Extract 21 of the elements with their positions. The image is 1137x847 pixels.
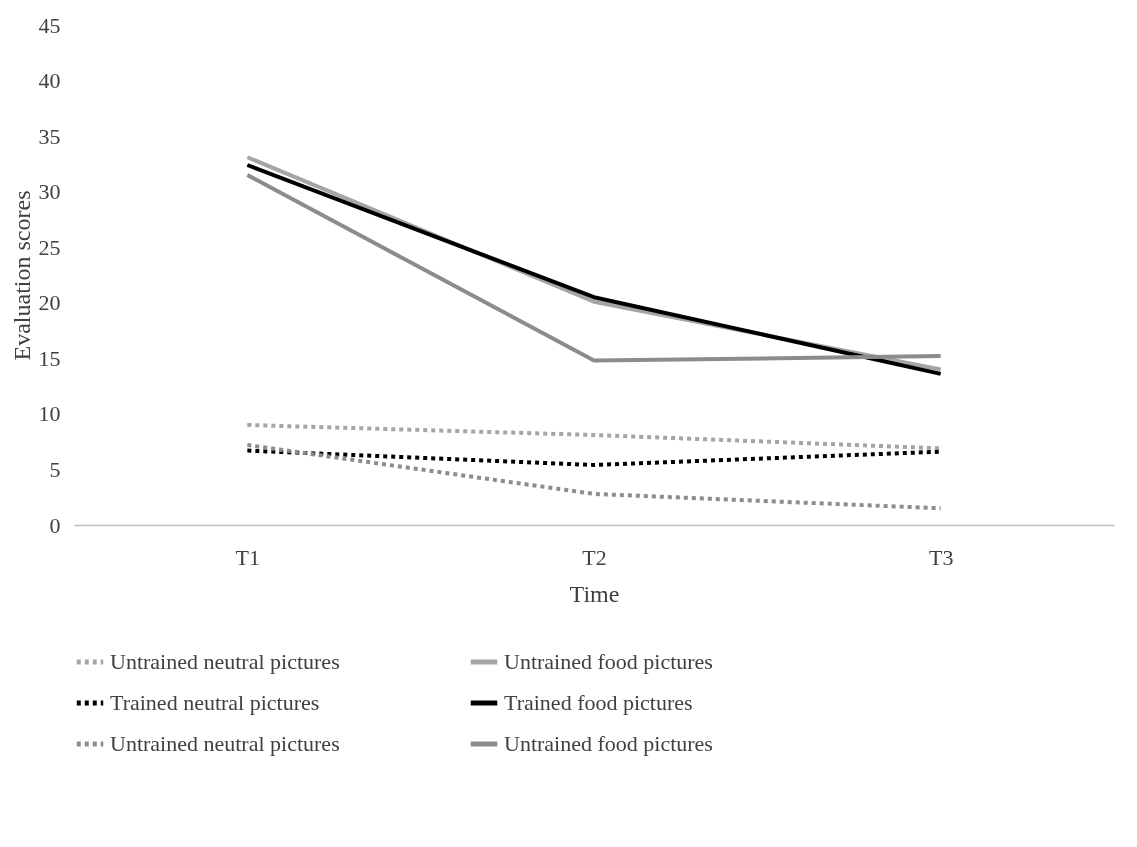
y-tick-label: 25 (38, 234, 61, 260)
y-tick-label: 45 (38, 12, 61, 38)
legend-label: Untrained food pictures (504, 731, 713, 756)
legend-label: Trained food pictures (504, 690, 693, 715)
x-tick-label: T3 (928, 544, 954, 570)
legend-label: Untrained neutral pictures (110, 649, 340, 674)
y-tick-label: 5 (49, 456, 61, 482)
y-tick-label: 20 (38, 290, 61, 316)
legend-label: Untrained food pictures (504, 649, 713, 674)
x-tick-label: T1 (235, 544, 261, 570)
x-tick-label: T2 (582, 544, 607, 570)
legend-label: Trained neutral pictures (110, 690, 320, 715)
y-tick-label: 10 (38, 401, 61, 427)
y-axis-title: Evaluation scores (8, 190, 35, 361)
legend-label: Untrained neutral pictures (110, 731, 340, 756)
x-axis-title: Time (569, 580, 620, 607)
y-tick-label: 40 (38, 68, 61, 94)
y-tick-label: 15 (38, 345, 61, 371)
y-tick-label: 0 (49, 512, 61, 538)
y-tick-label: 30 (38, 179, 61, 205)
y-tick-label: 35 (38, 123, 61, 149)
